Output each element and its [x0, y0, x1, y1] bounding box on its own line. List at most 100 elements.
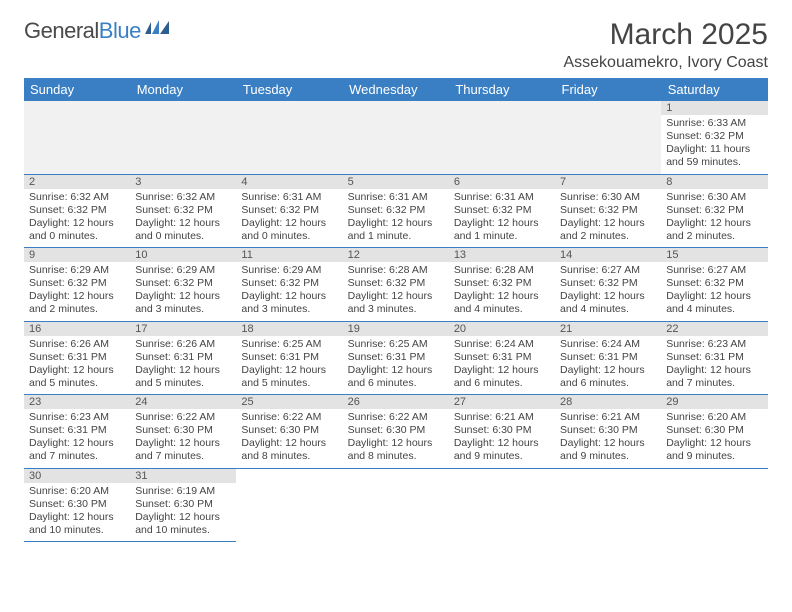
- sunrise-text: Sunrise: 6:21 AM: [560, 411, 656, 424]
- sunset-text: Sunset: 6:31 PM: [348, 351, 444, 364]
- day-content: Sunrise: 6:27 AMSunset: 6:32 PMDaylight:…: [661, 262, 767, 321]
- sunset-text: Sunset: 6:31 PM: [666, 351, 762, 364]
- sunset-text: Sunset: 6:30 PM: [135, 498, 231, 511]
- daylight-text: Daylight: 12 hours and 5 minutes.: [241, 364, 337, 390]
- daylight-text: Daylight: 12 hours and 6 minutes.: [454, 364, 550, 390]
- sunset-text: Sunset: 6:30 PM: [241, 424, 337, 437]
- weekday-header: Saturday: [661, 78, 767, 101]
- sunrise-text: Sunrise: 6:28 AM: [454, 264, 550, 277]
- sunset-text: Sunset: 6:30 PM: [560, 424, 656, 437]
- daylight-text: Daylight: 12 hours and 3 minutes.: [241, 290, 337, 316]
- sunset-text: Sunset: 6:31 PM: [135, 351, 231, 364]
- calendar-day-cell: 12Sunrise: 6:28 AMSunset: 6:32 PMDayligh…: [343, 248, 449, 322]
- calendar-day-cell: [449, 101, 555, 174]
- day-content: Sunrise: 6:23 AMSunset: 6:31 PMDaylight:…: [661, 336, 767, 395]
- day-number: 11: [236, 248, 342, 262]
- calendar-day-cell: [555, 468, 661, 542]
- day-number: 20: [449, 322, 555, 336]
- calendar-day-cell: 14Sunrise: 6:27 AMSunset: 6:32 PMDayligh…: [555, 248, 661, 322]
- daylight-text: Daylight: 12 hours and 2 minutes.: [560, 217, 656, 243]
- calendar-day-cell: 8Sunrise: 6:30 AMSunset: 6:32 PMDaylight…: [661, 174, 767, 248]
- sunset-text: Sunset: 6:30 PM: [454, 424, 550, 437]
- sunrise-text: Sunrise: 6:27 AM: [666, 264, 762, 277]
- sunrise-text: Sunrise: 6:32 AM: [29, 191, 125, 204]
- sunset-text: Sunset: 6:31 PM: [29, 424, 125, 437]
- calendar-week-row: 1Sunrise: 6:33 AMSunset: 6:32 PMDaylight…: [24, 101, 768, 174]
- calendar-day-cell: 28Sunrise: 6:21 AMSunset: 6:30 PMDayligh…: [555, 395, 661, 469]
- sunset-text: Sunset: 6:32 PM: [135, 277, 231, 290]
- day-number: 5: [343, 175, 449, 189]
- sunrise-text: Sunrise: 6:23 AM: [29, 411, 125, 424]
- calendar-day-cell: [236, 468, 342, 542]
- day-content: Sunrise: 6:24 AMSunset: 6:31 PMDaylight:…: [555, 336, 661, 395]
- sunset-text: Sunset: 6:32 PM: [241, 277, 337, 290]
- daylight-text: Daylight: 12 hours and 2 minutes.: [29, 290, 125, 316]
- day-number: 24: [130, 395, 236, 409]
- calendar-day-cell: 27Sunrise: 6:21 AMSunset: 6:30 PMDayligh…: [449, 395, 555, 469]
- day-number: 13: [449, 248, 555, 262]
- day-number: 10: [130, 248, 236, 262]
- calendar-week-row: 16Sunrise: 6:26 AMSunset: 6:31 PMDayligh…: [24, 321, 768, 395]
- sunset-text: Sunset: 6:32 PM: [29, 277, 125, 290]
- flag-icon: [145, 18, 171, 44]
- daylight-text: Daylight: 12 hours and 8 minutes.: [348, 437, 444, 463]
- day-content: Sunrise: 6:22 AMSunset: 6:30 PMDaylight:…: [236, 409, 342, 468]
- day-number: 17: [130, 322, 236, 336]
- sunset-text: Sunset: 6:32 PM: [454, 204, 550, 217]
- sunset-text: Sunset: 6:32 PM: [241, 204, 337, 217]
- sunset-text: Sunset: 6:31 PM: [29, 351, 125, 364]
- header: GeneralBlue March 2025 Assekouamekro, Iv…: [24, 18, 768, 72]
- calendar-day-cell: 5Sunrise: 6:31 AMSunset: 6:32 PMDaylight…: [343, 174, 449, 248]
- sunrise-text: Sunrise: 6:29 AM: [135, 264, 231, 277]
- daylight-text: Daylight: 12 hours and 4 minutes.: [454, 290, 550, 316]
- day-number: 16: [24, 322, 130, 336]
- daylight-text: Daylight: 12 hours and 5 minutes.: [29, 364, 125, 390]
- weekday-header: Wednesday: [343, 78, 449, 101]
- day-content: Sunrise: 6:30 AMSunset: 6:32 PMDaylight:…: [555, 189, 661, 248]
- calendar-day-cell: 26Sunrise: 6:22 AMSunset: 6:30 PMDayligh…: [343, 395, 449, 469]
- calendar-day-cell: 6Sunrise: 6:31 AMSunset: 6:32 PMDaylight…: [449, 174, 555, 248]
- weekday-header: Friday: [555, 78, 661, 101]
- sunrise-text: Sunrise: 6:25 AM: [241, 338, 337, 351]
- day-number: 21: [555, 322, 661, 336]
- day-content: Sunrise: 6:26 AMSunset: 6:31 PMDaylight:…: [24, 336, 130, 395]
- weekday-header: Thursday: [449, 78, 555, 101]
- calendar-day-cell: 21Sunrise: 6:24 AMSunset: 6:31 PMDayligh…: [555, 321, 661, 395]
- day-content: Sunrise: 6:21 AMSunset: 6:30 PMDaylight:…: [555, 409, 661, 468]
- calendar-day-cell: [343, 468, 449, 542]
- calendar-week-row: 30Sunrise: 6:20 AMSunset: 6:30 PMDayligh…: [24, 468, 768, 542]
- daylight-text: Daylight: 12 hours and 7 minutes.: [666, 364, 762, 390]
- sunrise-text: Sunrise: 6:26 AM: [135, 338, 231, 351]
- daylight-text: Daylight: 12 hours and 7 minutes.: [29, 437, 125, 463]
- calendar-day-cell: [555, 101, 661, 174]
- day-number: 23: [24, 395, 130, 409]
- sunrise-text: Sunrise: 6:20 AM: [666, 411, 762, 424]
- sunset-text: Sunset: 6:32 PM: [666, 204, 762, 217]
- day-content: Sunrise: 6:31 AMSunset: 6:32 PMDaylight:…: [236, 189, 342, 248]
- day-number: 4: [236, 175, 342, 189]
- daylight-text: Daylight: 12 hours and 2 minutes.: [666, 217, 762, 243]
- daylight-text: Daylight: 12 hours and 0 minutes.: [241, 217, 337, 243]
- daylight-text: Daylight: 12 hours and 10 minutes.: [135, 511, 231, 537]
- calendar-day-cell: 20Sunrise: 6:24 AMSunset: 6:31 PMDayligh…: [449, 321, 555, 395]
- calendar-day-cell: 24Sunrise: 6:22 AMSunset: 6:30 PMDayligh…: [130, 395, 236, 469]
- calendar-day-cell: 3Sunrise: 6:32 AMSunset: 6:32 PMDaylight…: [130, 174, 236, 248]
- daylight-text: Daylight: 12 hours and 9 minutes.: [454, 437, 550, 463]
- calendar-day-cell: 4Sunrise: 6:31 AMSunset: 6:32 PMDaylight…: [236, 174, 342, 248]
- sunrise-text: Sunrise: 6:25 AM: [348, 338, 444, 351]
- calendar-day-cell: 10 Sunrise: 6:29 AMSunset: 6:32 PMDayligh…: [130, 248, 236, 322]
- daylight-text: Daylight: 12 hours and 9 minutes.: [666, 437, 762, 463]
- calendar-day-cell: 2Sunrise: 6:32 AMSunset: 6:32 PMDaylight…: [24, 174, 130, 248]
- sunset-text: Sunset: 6:32 PM: [454, 277, 550, 290]
- daylight-text: Daylight: 12 hours and 10 minutes.: [29, 511, 125, 537]
- sunset-text: Sunset: 6:32 PM: [29, 204, 125, 217]
- calendar-body: 1Sunrise: 6:33 AMSunset: 6:32 PMDaylight…: [24, 101, 768, 542]
- sunset-text: Sunset: 6:32 PM: [560, 277, 656, 290]
- daylight-text: Daylight: 12 hours and 3 minutes.: [135, 290, 231, 316]
- logo-text-1: General: [24, 18, 99, 44]
- day-content: Sunrise: 6:31 AMSunset: 6:32 PMDaylight:…: [343, 189, 449, 248]
- calendar-day-cell: 11Sunrise: 6:29 AMSunset: 6:32 PMDayligh…: [236, 248, 342, 322]
- day-content: Sunrise: 6:21 AMSunset: 6:30 PMDaylight:…: [449, 409, 555, 468]
- sunset-text: Sunset: 6:32 PM: [348, 277, 444, 290]
- daylight-text: Daylight: 12 hours and 1 minute.: [348, 217, 444, 243]
